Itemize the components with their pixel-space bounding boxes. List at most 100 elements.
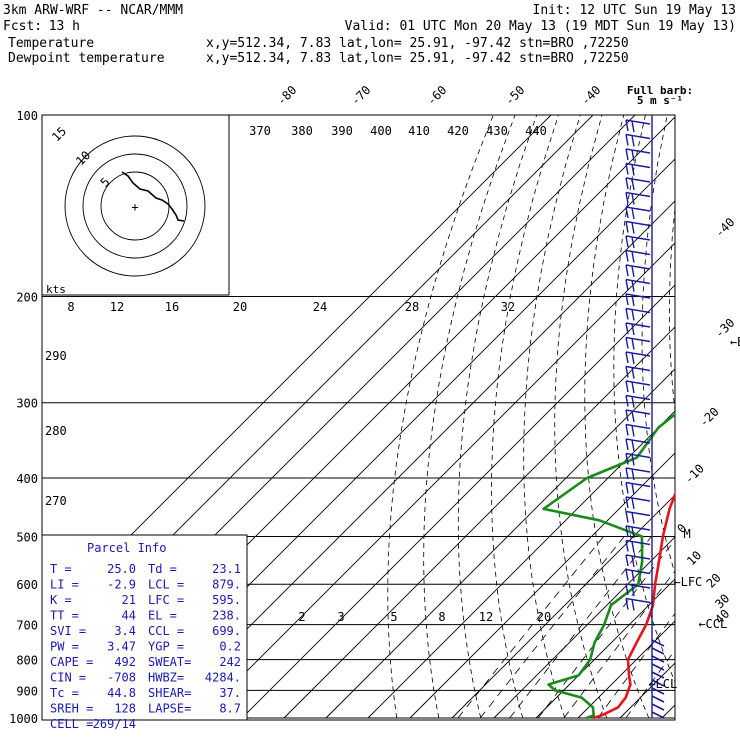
valid-time: Valid: 01 UTC Mon 20 May 13 (19 MDT Sun … [345,19,736,34]
hodo-center-mark: + [131,200,138,214]
parcel-value: 25.0 [107,562,136,576]
level-marker-lfc: ←LFC [673,575,702,589]
isotherm-line [199,242,675,719]
init-time: Init: 12 UTC Sun 19 May 13 [533,3,737,18]
dry-adiabat [554,115,608,719]
wind-barb [625,597,651,611]
level-marker-el: ←EL [730,335,740,349]
wind-barb [625,351,651,365]
parcel-value: 238. [212,609,241,623]
parcel-label: CCL = [148,624,184,638]
wind-barb [625,336,651,350]
pressure-tick-label: 700 [16,619,38,633]
wind-barb [651,703,665,711]
hodo-ring-label: 15 [49,124,69,144]
mixing-ratio-label: 12 [479,610,493,624]
isotherm-line [493,536,675,719]
pressure-tick-label: 100 [16,109,38,123]
wind-barb [651,639,665,647]
mixing-ratio-line [597,612,675,719]
dry-adiabat [613,115,675,684]
parcel-label: CELL = [50,717,93,731]
wind-barb [625,365,651,379]
temperature-legend: Temperature [8,36,94,51]
forecast-hour: 13 h [49,19,80,34]
isotherm-line [157,200,675,719]
wind-barb [651,687,665,695]
mixing-ratio-label: 8 [438,610,445,624]
dry-adiabat [668,204,675,415]
mixing-ratio-label: 20 [537,610,551,624]
parcel-value: 44 [122,609,136,623]
wind-barb [625,119,651,133]
pressure-tick-label: 600 [16,578,38,592]
theta-label: 370 [249,124,271,138]
wind-barb [651,695,665,703]
wind-barb [651,655,665,663]
wind-barb [625,220,651,234]
temperature-profile [592,491,675,720]
parcel-label: YGP = [148,640,184,654]
parcel-value: 37. [219,686,241,700]
isotherm-line [451,494,675,719]
pressure-tick-label: 400 [16,472,38,486]
parcel-label: SWEAT= [148,655,191,669]
parcel-value: 23.1 [212,562,241,576]
theta-label: 430 [486,124,508,138]
wind-barb [625,380,651,394]
parcel-label: LAPSE= [148,702,191,716]
hodo-ring [64,135,206,277]
wind-barb-units: 5 m s⁻¹ [637,94,683,107]
wind-barb [625,452,651,466]
dry-adiabat [584,115,650,719]
mixing-ratio-line [509,536,652,719]
parcel-label: Td = [148,562,177,576]
isotherm-top-label: -60 [424,83,449,108]
parcel-value: -708 [107,671,136,685]
parcel-value: 269/14 [93,717,136,731]
isotherm-line [535,578,675,719]
hodo-units-label: kts [46,283,66,296]
dry-adiabat [423,115,516,719]
mixing-ratio-line [537,539,675,719]
temperature-tick-label: -10 [682,461,707,486]
isotherm-line [283,326,675,719]
parcel-label: PW = [50,640,79,654]
wind-barb [625,467,651,481]
parcel-label: TT = [50,609,79,623]
sounding-profiles [542,412,675,720]
forecast-label: Fcst: [3,19,42,34]
wind-barb [625,249,651,263]
parcel-label: HWBZ= [148,671,184,685]
level-marker-m: M [683,527,690,541]
dewpoint-station-info: x,y=512.34, 7.83 lat,lon= 25.91, -97.42 … [206,51,629,66]
theta-e-label: 280 [45,424,67,438]
parcel-value: 879. [212,578,241,592]
parcel-label: CIN = [50,671,86,685]
hodo-speed-label: 20 [233,300,247,314]
parcel-value: 492 [114,655,136,669]
wind-barb [625,133,651,147]
hodo-speed-label: 12 [110,300,124,314]
hodo-speed-label: 8 [67,300,74,314]
theta-label: 400 [370,124,392,138]
hodo-speed-label: 16 [165,300,179,314]
pressure-tick-label: 800 [16,654,38,668]
mixing-ratio-line [625,649,675,719]
wind-barb [625,568,651,582]
mixing-ratio-label: 3 [337,610,344,624]
theta-label: 390 [331,124,353,138]
isotherm-line [367,410,675,719]
parcel-label: CAPE = [50,655,93,669]
wind-barb [625,409,651,423]
isotherm-top-label: -50 [502,83,527,108]
parcel-value: 699. [212,624,241,638]
parcel-value: 0.2 [219,640,241,654]
theta-label: 380 [291,124,313,138]
wind-barb [625,510,651,524]
mixing-ratio-line [563,570,675,719]
dry-adiabat [387,115,494,719]
parcel-label: LI = [50,578,79,592]
parcel-value: 44.8 [107,686,136,700]
